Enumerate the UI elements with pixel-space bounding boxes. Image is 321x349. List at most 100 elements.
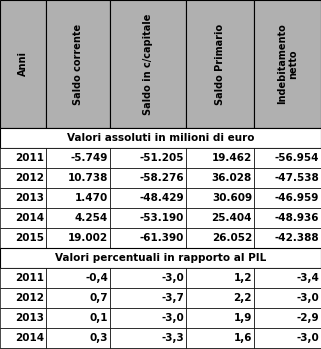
Bar bbox=[0, 168, 46, 188]
Bar bbox=[110, 228, 186, 248]
Bar bbox=[254, 168, 321, 188]
Text: 30.609: 30.609 bbox=[212, 193, 252, 203]
Text: -53.190: -53.190 bbox=[140, 213, 184, 223]
Text: 10.738: 10.738 bbox=[68, 173, 108, 183]
Bar bbox=[46, 168, 110, 188]
Bar bbox=[254, 0, 321, 128]
Text: 19.462: 19.462 bbox=[212, 153, 252, 163]
Bar bbox=[186, 148, 254, 168]
Bar bbox=[0, 248, 321, 268]
Bar bbox=[254, 268, 321, 288]
Text: -3,0: -3,0 bbox=[161, 313, 184, 323]
Text: 2012: 2012 bbox=[15, 293, 44, 303]
Bar bbox=[186, 208, 254, 228]
Bar bbox=[186, 228, 254, 248]
Text: 2,2: 2,2 bbox=[233, 293, 252, 303]
Bar bbox=[0, 288, 46, 308]
Bar bbox=[0, 348, 46, 349]
Bar bbox=[46, 328, 110, 348]
Text: Anni: Anni bbox=[18, 52, 28, 76]
Bar bbox=[110, 0, 186, 128]
Text: 2015: 2015 bbox=[15, 233, 44, 243]
Bar bbox=[46, 188, 110, 208]
Bar bbox=[254, 228, 321, 248]
Text: 26.052: 26.052 bbox=[212, 233, 252, 243]
Bar bbox=[0, 188, 46, 208]
Text: 2012: 2012 bbox=[15, 173, 44, 183]
Bar bbox=[0, 228, 46, 248]
Text: 2011: 2011 bbox=[15, 273, 44, 283]
Text: -2,9: -2,9 bbox=[296, 313, 319, 323]
Bar bbox=[110, 188, 186, 208]
Bar bbox=[110, 168, 186, 188]
Bar bbox=[46, 308, 110, 328]
Bar bbox=[0, 328, 46, 348]
Bar bbox=[110, 208, 186, 228]
Text: -61.390: -61.390 bbox=[140, 233, 184, 243]
Bar bbox=[254, 348, 321, 349]
Text: 19.002: 19.002 bbox=[68, 233, 108, 243]
Text: 1,6: 1,6 bbox=[233, 333, 252, 343]
Bar bbox=[254, 288, 321, 308]
Text: -48.429: -48.429 bbox=[139, 193, 184, 203]
Bar bbox=[254, 308, 321, 328]
Bar bbox=[46, 208, 110, 228]
Text: -3,0: -3,0 bbox=[161, 273, 184, 283]
Text: 1.470: 1.470 bbox=[75, 193, 108, 203]
Bar bbox=[254, 148, 321, 168]
Text: 0,7: 0,7 bbox=[89, 293, 108, 303]
Text: -3,0: -3,0 bbox=[296, 293, 319, 303]
Text: 2014: 2014 bbox=[15, 333, 44, 343]
Bar bbox=[0, 268, 46, 288]
Bar bbox=[110, 268, 186, 288]
Text: -5.749: -5.749 bbox=[71, 153, 108, 163]
Bar bbox=[46, 348, 110, 349]
Bar bbox=[46, 148, 110, 168]
Bar bbox=[110, 288, 186, 308]
Bar bbox=[110, 308, 186, 328]
Text: 36.028: 36.028 bbox=[212, 173, 252, 183]
Text: 2011: 2011 bbox=[15, 153, 44, 163]
Text: -0,4: -0,4 bbox=[85, 273, 108, 283]
Text: -42.388: -42.388 bbox=[274, 233, 319, 243]
Text: 0,3: 0,3 bbox=[90, 333, 108, 343]
Text: 2013: 2013 bbox=[15, 193, 44, 203]
Text: 25.404: 25.404 bbox=[212, 213, 252, 223]
Text: Valori assoluti in milioni di euro: Valori assoluti in milioni di euro bbox=[67, 133, 254, 143]
Bar bbox=[186, 188, 254, 208]
Text: -3,3: -3,3 bbox=[161, 333, 184, 343]
Text: -3,4: -3,4 bbox=[296, 273, 319, 283]
Bar bbox=[186, 288, 254, 308]
Bar bbox=[186, 328, 254, 348]
Bar bbox=[46, 268, 110, 288]
Text: 2014: 2014 bbox=[15, 213, 44, 223]
Text: Indebitamento
netto: Indebitamento netto bbox=[277, 24, 298, 104]
Text: -48.936: -48.936 bbox=[274, 213, 319, 223]
Text: Saldo in c/capitale: Saldo in c/capitale bbox=[143, 13, 153, 115]
Text: -3,0: -3,0 bbox=[296, 333, 319, 343]
Bar bbox=[0, 0, 46, 128]
Bar bbox=[46, 288, 110, 308]
Bar bbox=[186, 308, 254, 328]
Text: 1,2: 1,2 bbox=[233, 273, 252, 283]
Bar bbox=[254, 188, 321, 208]
Text: -56.954: -56.954 bbox=[274, 153, 319, 163]
Text: Saldo Primario: Saldo Primario bbox=[215, 23, 225, 105]
Bar bbox=[0, 308, 46, 328]
Bar bbox=[0, 128, 321, 148]
Text: Saldo corrente: Saldo corrente bbox=[73, 23, 83, 105]
Text: -51.205: -51.205 bbox=[140, 153, 184, 163]
Text: 4.254: 4.254 bbox=[75, 213, 108, 223]
Text: Valori percentuali in rapporto al PIL: Valori percentuali in rapporto al PIL bbox=[55, 253, 266, 263]
Text: -47.538: -47.538 bbox=[274, 173, 319, 183]
Bar bbox=[254, 328, 321, 348]
Text: -58.276: -58.276 bbox=[139, 173, 184, 183]
Bar bbox=[0, 148, 46, 168]
Bar bbox=[186, 0, 254, 128]
Bar bbox=[254, 208, 321, 228]
Text: 1,9: 1,9 bbox=[234, 313, 252, 323]
Bar bbox=[186, 268, 254, 288]
Text: 2013: 2013 bbox=[15, 313, 44, 323]
Text: -3,7: -3,7 bbox=[161, 293, 184, 303]
Text: -46.959: -46.959 bbox=[275, 193, 319, 203]
